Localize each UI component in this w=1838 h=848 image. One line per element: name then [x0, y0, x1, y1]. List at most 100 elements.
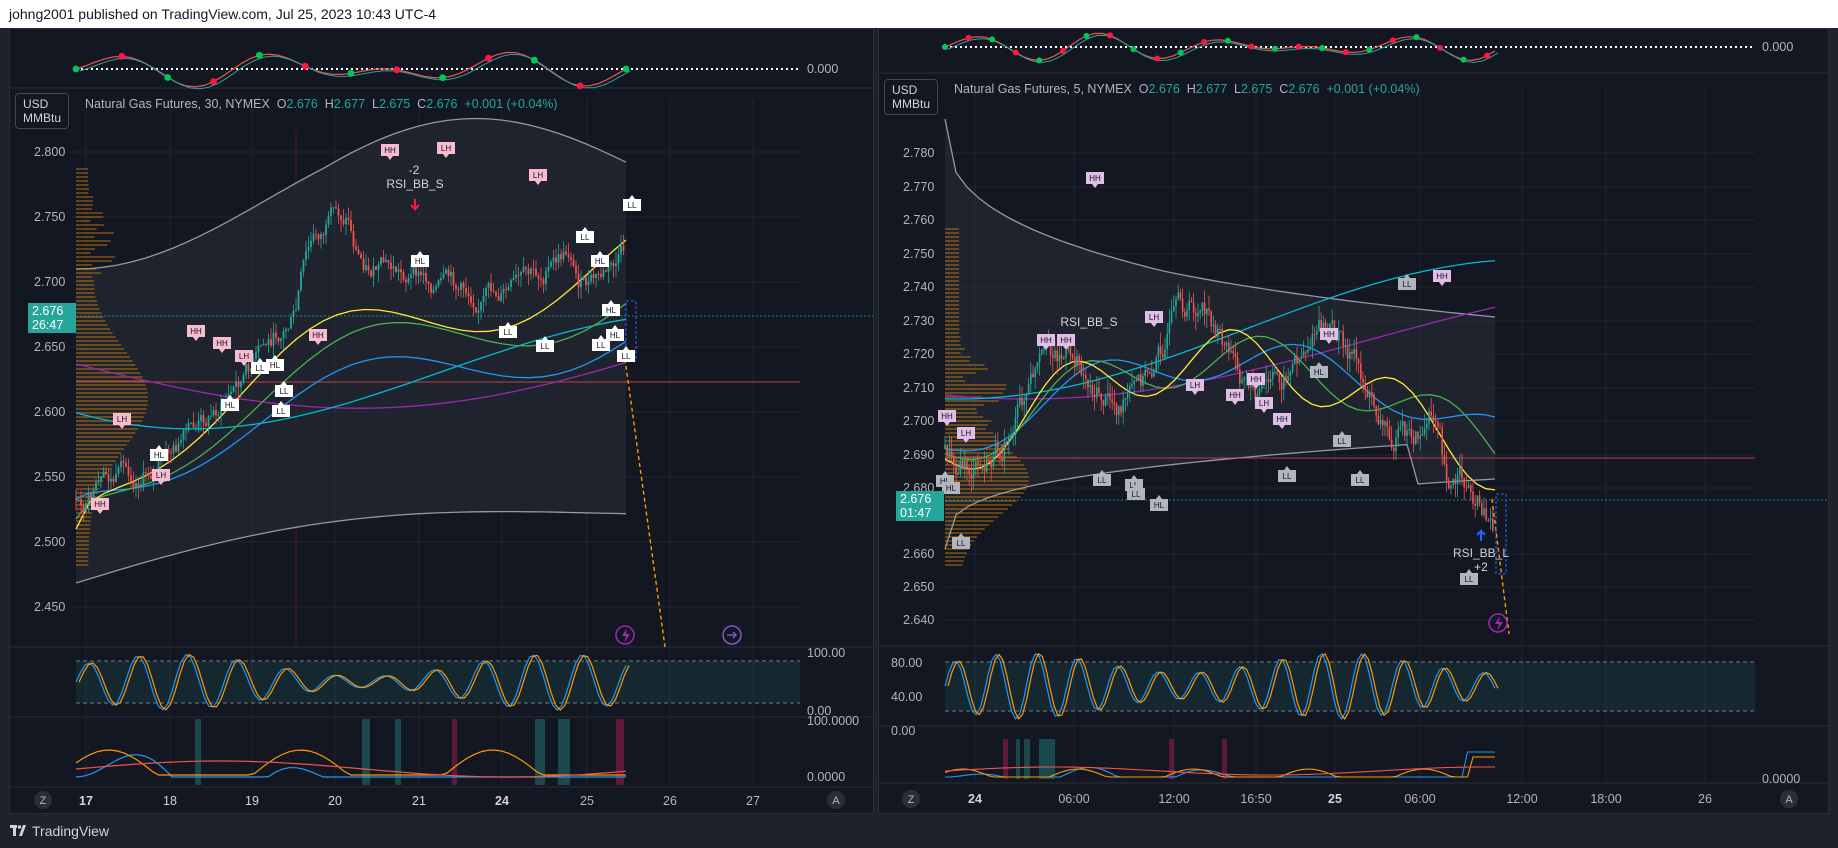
right-candle-body — [1032, 373, 1034, 378]
right-unit-button[interactable]: USD MMBtu — [884, 79, 939, 115]
right-position-box — [1495, 493, 1507, 575]
left-y-tick: 2.450 — [34, 600, 65, 614]
right-candle-body — [1173, 306, 1175, 312]
right-chart-panel[interactable]: 2.780 2.770 2.760 2.750 2.740 2.730 2.720 2.710… — [878, 28, 1829, 814]
right-x-tick: 06:00 — [1404, 792, 1435, 806]
left-candle-body — [487, 282, 490, 289]
right-candle-body — [1410, 428, 1413, 437]
left-x-tick: 24 — [495, 794, 509, 808]
right-candle-body — [1192, 302, 1195, 313]
right-candle-body — [1223, 344, 1226, 346]
right-pivot-label: LH — [1186, 379, 1204, 395]
left-candle-body — [397, 269, 400, 272]
right-bollinger-upper — [944, 118, 1496, 318]
right-y-tick: 2.700 — [903, 414, 934, 428]
right-candle-body — [1274, 371, 1276, 373]
right-pivot-label-bg — [1398, 274, 1416, 290]
right-candle-body — [1087, 379, 1089, 388]
left-chart-canvas[interactable]: 2.800 2.750 2.700 2.650 2.600 2.550 2.500 2.450… — [10, 29, 874, 814]
left-lightning-event-icon[interactable] — [615, 625, 635, 645]
right-bollinger-fill — [945, 119, 1495, 549]
right-a-button-bg[interactable] — [1780, 790, 1798, 808]
right-candle-body — [1186, 310, 1188, 317]
left-dmi-highlight — [195, 719, 201, 785]
right-pivot-label: LL — [1333, 431, 1351, 447]
right-candle-body — [1428, 411, 1430, 424]
left-a-button: A — [832, 795, 840, 807]
right-pivot-label-text: LH — [1149, 313, 1159, 322]
right-x-tick: 12:00 — [1158, 792, 1189, 806]
right-top-osc-dot — [1295, 43, 1302, 50]
right-candle-body — [1393, 447, 1395, 452]
right-price-tag-countdown: 01:47 — [900, 506, 932, 520]
right-a-button: A — [1785, 794, 1793, 806]
left-dmi-highlight — [395, 719, 401, 785]
left-go-forward-icon[interactable] — [722, 625, 742, 645]
right-candle-body — [1052, 354, 1054, 358]
right-candle-body — [1195, 312, 1197, 317]
right-lightning-event-icon[interactable] — [1488, 613, 1508, 633]
right-pivot-label-bg — [1086, 172, 1104, 188]
left-z-button-bg[interactable] — [34, 791, 52, 809]
left-candle-body — [410, 274, 412, 279]
right-candle-body — [994, 442, 997, 456]
right-candle-body — [1104, 396, 1107, 406]
right-candle-body — [1124, 398, 1127, 400]
left-chart-panel[interactable]: 2.800 2.750 2.700 2.650 2.600 2.550 2.500 2.450… — [9, 28, 874, 814]
tradingview-logo[interactable]: TradingView — [10, 823, 109, 839]
right-candle-body — [1349, 351, 1351, 359]
right-candle-body — [1307, 349, 1309, 353]
left-candle-body — [620, 245, 622, 255]
left-symbol-name[interactable]: Natural Gas Futures, 30, NYMEX — [85, 97, 270, 111]
left-candle-body — [327, 215, 330, 225]
left-pivot-label: LL — [617, 346, 635, 362]
left-candle-body — [450, 272, 452, 277]
right-candle-body — [1142, 376, 1144, 387]
right-candle-body — [1492, 518, 1494, 531]
left-x-tick: 18 — [163, 794, 177, 808]
left-unit-button[interactable]: USD MMBtu — [15, 93, 70, 129]
right-pivot-label: HH — [1273, 413, 1291, 429]
right-candle-body — [1316, 331, 1318, 335]
right-candle-body — [1417, 431, 1419, 439]
left-pivot-label-text: LH — [533, 171, 543, 180]
left-price-tag-price: 2.676 — [32, 304, 64, 318]
left-candle-body — [542, 279, 545, 285]
right-candle-body — [1118, 406, 1120, 416]
right-z-button-bg[interactable] — [902, 790, 920, 808]
right-high-label: H — [1186, 82, 1196, 96]
left-candle-body — [415, 266, 417, 276]
left-pivot-label: LL — [576, 227, 594, 243]
left-dmi-top-label: 100.0000 — [807, 714, 859, 728]
right-candle-body — [999, 450, 1001, 458]
right-top-osc-dot — [1154, 55, 1161, 62]
left-dmi-bottom-label: 0.0000 — [807, 770, 845, 784]
left-z-button: Z — [40, 795, 47, 807]
right-candle-body — [1371, 392, 1373, 395]
right-low-label: L — [1234, 82, 1241, 96]
right-pivot-label: LL — [1460, 569, 1478, 585]
right-candle-body — [1245, 377, 1248, 379]
right-candle-body — [1258, 388, 1261, 395]
right-pivot-label: HH — [1247, 373, 1265, 389]
left-pivot-label-text: HL — [154, 451, 165, 460]
left-pivot-label-bg — [381, 144, 399, 160]
right-top-osc-dot — [1177, 49, 1184, 56]
left-candle-body — [490, 282, 492, 291]
left-a-button-bg[interactable] — [827, 791, 845, 809]
right-candle-body — [1452, 479, 1454, 486]
right-pivot-label-text: LL — [1356, 476, 1365, 485]
right-chart-canvas[interactable]: 2.780 2.770 2.760 2.750 2.740 2.730 2.720 2.710… — [879, 29, 1829, 814]
left-bollinger-lower — [75, 510, 627, 584]
right-x-tick: 25 — [1328, 792, 1342, 806]
right-candle-body — [1412, 436, 1415, 445]
right-candle-body — [1001, 457, 1003, 461]
right-candle-body — [1067, 344, 1069, 351]
right-symbol-name[interactable]: Natural Gas Futures, 5, NYMEX — [954, 82, 1132, 96]
left-candle-body — [75, 499, 77, 500]
right-dmi-bottom-label: 0.0000 — [1762, 772, 1800, 786]
left-candle-body — [202, 415, 205, 424]
right-candle-body — [1388, 426, 1391, 440]
left-y-tick: 2.650 — [34, 340, 65, 354]
right-top-osc-dot — [1059, 47, 1066, 54]
